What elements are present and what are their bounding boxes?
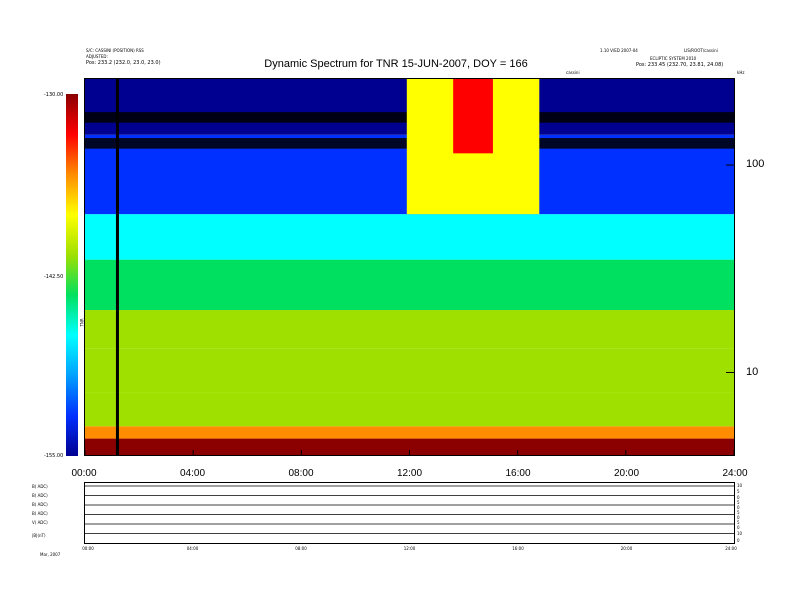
lower-right-tick-3: 5: [737, 500, 740, 505]
header-left-line2: ADJUSTED:: [86, 54, 108, 59]
x-tick-5: 20:00: [613, 468, 640, 479]
spectrum-band-5: [85, 259, 734, 311]
lower-right-tick-8: 0: [737, 525, 740, 530]
lower-right-tick-1: 5: [737, 489, 740, 494]
data-gap-line: [115, 79, 119, 455]
lower-row-label-4: V( ADC): [32, 520, 48, 525]
x-tick-4: 16:00: [505, 468, 531, 479]
colorbar-tick-mid: -142.50: [44, 274, 64, 280]
header-right-line3: Pos: 233.45 (232.70, 23.81, 24.08): [636, 62, 724, 68]
y-unit-label: kHz: [737, 70, 745, 75]
lower-panel-svg: [85, 485, 734, 534]
chart-title: Dynamic Spectrum for TNR 15-JUN-2007, DO…: [264, 58, 528, 70]
lower-right-tick-2: 0: [737, 495, 740, 500]
spectrum-band-6: [85, 214, 734, 260]
lower-footer: Mar, 2007: [40, 552, 61, 557]
lower-right-tick-10: 0: [737, 538, 740, 543]
lower-x-tick-6: 24:00: [725, 546, 737, 551]
colorbar-tick-max: -130.00: [44, 92, 64, 98]
header-right-line1b: LIS/ROOT/cassini: [684, 48, 718, 53]
lower-right-tick-0: 10: [737, 483, 743, 488]
header-left-line1: S/C: CASSINI (POSITION) RSS: [86, 48, 144, 53]
lower-row-label-2: B( ADC): [32, 502, 48, 507]
lower-right-tick-5: 5: [737, 510, 740, 515]
x-tick-1: 04:00: [179, 468, 206, 479]
spectrum-band-4: [85, 310, 734, 349]
y-tick-100: 100: [746, 158, 765, 170]
spectrogram-svg: [85, 79, 734, 455]
lower-panel: [84, 482, 735, 544]
lower-x-tick-2: 08:00: [295, 546, 307, 551]
x-tick-6: 24:00: [722, 468, 748, 479]
lower-x-tick-5: 20:00: [620, 546, 633, 551]
y-tick-10: 10: [746, 366, 759, 378]
lower-right-tick-4: 0: [737, 505, 740, 510]
spectrogram: [84, 78, 735, 456]
spectrum-band-3: [85, 348, 734, 393]
lower-right-tick-6: 0: [737, 515, 740, 520]
burst-core: [453, 79, 493, 154]
header-mid-tag: cassini: [566, 70, 580, 75]
lower-x-tick-4: 16:00: [512, 546, 524, 551]
lower-row-label-3: B( ADC): [32, 511, 48, 516]
lower-x-tick-1: 04:00: [186, 546, 199, 551]
header-right-line1: 1.10 V/ED 2007-04: [600, 48, 638, 53]
lower-x-tick-0: 00:00: [82, 546, 94, 551]
lower-row-label-5: |B|(nT): [32, 533, 46, 538]
lower-x-tick-3: 12:00: [403, 546, 416, 551]
x-tick-2: 08:00: [288, 468, 314, 479]
header-left-line3: Pos: 233.2 (232.0, 23.0, 23.0): [86, 60, 161, 66]
lower-right-tick-9: 10: [737, 531, 743, 536]
spectrum-band-0: [85, 438, 734, 455]
colorbar-tick-min: -155.00: [44, 453, 64, 459]
lower-row-label-0: B( ADC): [32, 484, 48, 489]
colorbar: [66, 94, 78, 456]
x-tick-0: 00:00: [71, 468, 97, 479]
spectrum-band-1: [85, 426, 734, 439]
spectrum-band-2: [85, 392, 734, 427]
header-right-line2: ECLIPTIC SYSTEM 2010: [650, 56, 697, 61]
lower-right-tick-7: 5: [737, 520, 740, 525]
x-tick-3: 12:00: [396, 468, 423, 479]
lower-row-label-1: B( ADC): [32, 493, 48, 498]
